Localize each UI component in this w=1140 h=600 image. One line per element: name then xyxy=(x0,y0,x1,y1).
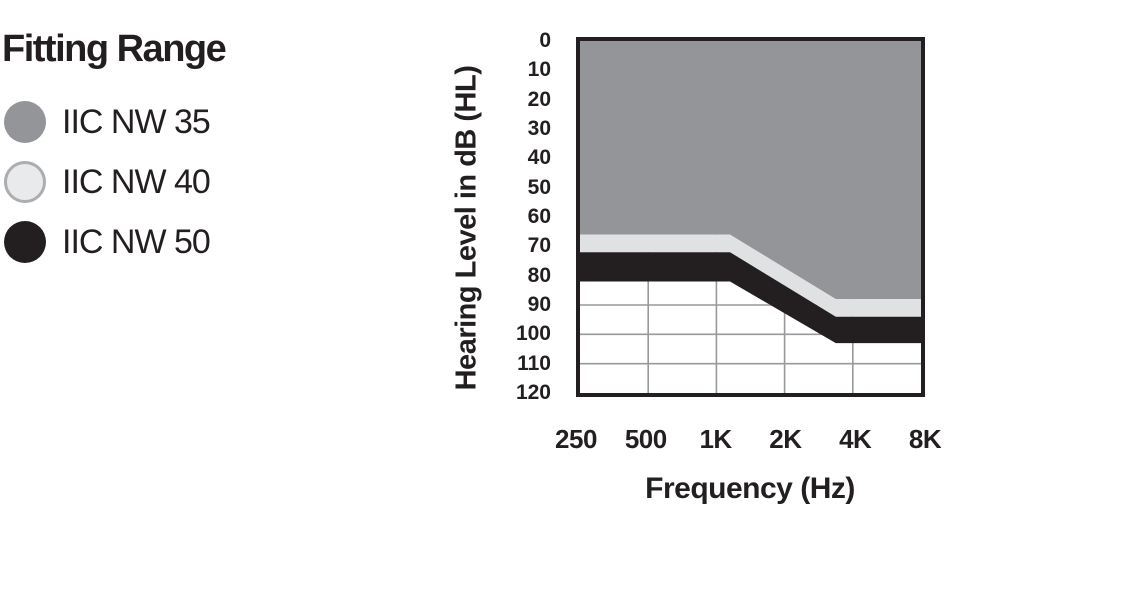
x-tick-label: 4K xyxy=(839,424,872,454)
region-iic-nw-50 xyxy=(580,252,921,344)
y-tick-label: 50 xyxy=(527,175,551,199)
fitting-range-plot xyxy=(576,37,925,397)
y-tick-label: 20 xyxy=(527,87,551,111)
legend-label-iic-nw-40: IIC NW 40 xyxy=(62,163,211,201)
y-tick-label: 80 xyxy=(527,263,551,287)
legend-label-iic-nw-50: IIC NW 50 xyxy=(62,223,211,261)
y-tick-label: 70 xyxy=(527,234,551,258)
y-tick-label: 30 xyxy=(527,117,551,140)
x-tick-label: 2K xyxy=(769,424,802,454)
x-tick-label: 1K xyxy=(699,424,732,454)
y-tick-label: 100 xyxy=(515,322,551,346)
legend-label-iic-nw-35: IIC NW 35 xyxy=(62,103,211,141)
x-tick-label: 250 xyxy=(555,424,597,454)
x-tick-label: 500 xyxy=(624,424,667,454)
y-tick-label: 0 xyxy=(539,29,551,52)
y-tick-label: 90 xyxy=(527,293,551,316)
y-axis-title: Hearing Level in dB (HL) xyxy=(450,65,483,391)
y-tick-label: 40 xyxy=(527,146,551,170)
legend-swatch-iic-nw-40 xyxy=(4,161,46,203)
region-iic-nw-40 xyxy=(580,234,921,317)
region-iic-nw-35 xyxy=(580,41,921,300)
y-tick-label: 60 xyxy=(527,205,551,228)
y-tick-label: 10 xyxy=(527,58,551,82)
x-axis-title: Frequency (Hz) xyxy=(645,472,855,505)
plot-frame xyxy=(576,37,925,397)
legend-swatch-iic-nw-50 xyxy=(4,221,46,263)
legend-title: Fitting Range xyxy=(2,28,227,70)
y-tick-label: 120 xyxy=(515,381,551,404)
x-tick-label: 8K xyxy=(908,424,942,454)
y-tick-label: 110 xyxy=(517,351,551,375)
legend-swatch-iic-nw-35 xyxy=(4,101,46,143)
